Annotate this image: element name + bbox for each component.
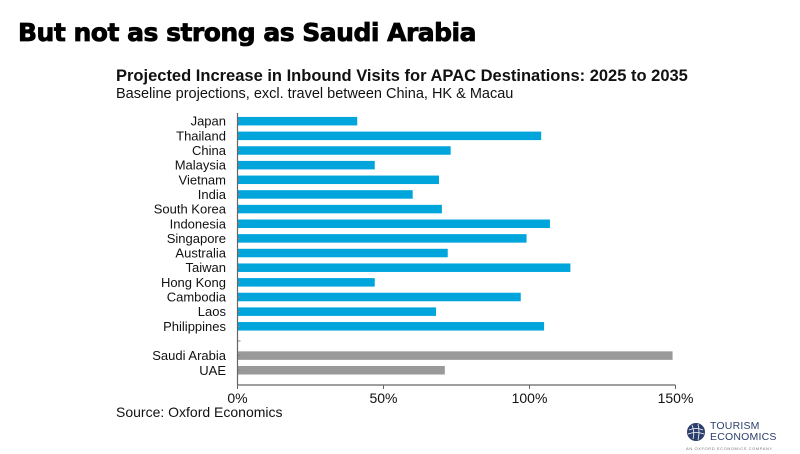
tick-labels-group: 0% 50% 100% 150% [227,390,693,406]
category-label-saudi-arabia: Saudi Arabia [152,348,226,363]
bar-laos [237,307,437,316]
x-tick-label: 150% [658,390,694,406]
x-tick-label: 0% [227,390,247,406]
category-label-india: India [198,187,227,202]
bar-malaysia [237,160,375,170]
category-label-china: China [192,143,227,158]
bar-cambodia [237,292,521,302]
slide-headline: But not as strong as Saudi Arabia [18,18,477,48]
bar-uae [237,366,445,375]
chart-title: Projected Increase in Inbound Visits for… [116,67,688,85]
bars-group [237,116,673,375]
bar-saudi-arabia [237,351,673,360]
logo-wordmark: TOURISM ECONOMICS [710,421,777,443]
bar-japan [237,116,358,126]
category-label-philippines: Philippines [163,319,226,334]
category-label-south-korea: South Korea [154,202,227,217]
category-label-singapore: Singapore [167,231,226,246]
bar-india [237,190,413,199]
category-label-thailand: Thailand [176,128,226,143]
logo-line-2: ECONOMICS [710,431,777,443]
bar-hong-kong [237,278,375,287]
bar-vietnam [237,175,439,185]
axes-group [236,113,676,389]
bar-philippines [237,322,545,331]
globe-icon [687,423,705,441]
category-label-japan: Japan [191,114,226,129]
logo-tagline: AN OXFORD ECONOMICS COMPANY [686,446,773,451]
bar-china [237,146,451,155]
category-label-australia: Australia [175,246,226,261]
logo-line-1: TOURISM [710,420,760,432]
category-label-malaysia: Malaysia [175,158,227,173]
category-label-indonesia: Indonesia [170,216,227,231]
chart-subtitle: Baseline projections, excl. travel betwe… [116,86,514,102]
bar-singapore [237,234,527,243]
bar-australia [237,248,448,258]
category-label-laos: Laos [198,304,227,319]
category-label-cambodia: Cambodia [167,290,227,305]
category-labels-group: JapanThailandChinaMalaysiaVietnamIndiaSo… [152,114,227,378]
category-label-taiwan: Taiwan [186,260,226,275]
x-tick-label: 100% [512,390,548,406]
category-label-vietnam: Vietnam [179,172,226,187]
source-note: Source: Oxford Economics [116,404,283,420]
category-label-hong-kong: Hong Kong [161,275,226,290]
bar-thailand [237,131,542,141]
bar-taiwan [237,263,571,272]
bar-south-korea [237,204,442,214]
x-tick-label: 50% [369,390,397,406]
bar-indonesia [237,219,550,228]
category-label-uae: UAE [199,363,226,378]
tourism-economics-logo: TOURISM ECONOMICS AN OXFORD ECONOMICS CO… [686,420,796,454]
